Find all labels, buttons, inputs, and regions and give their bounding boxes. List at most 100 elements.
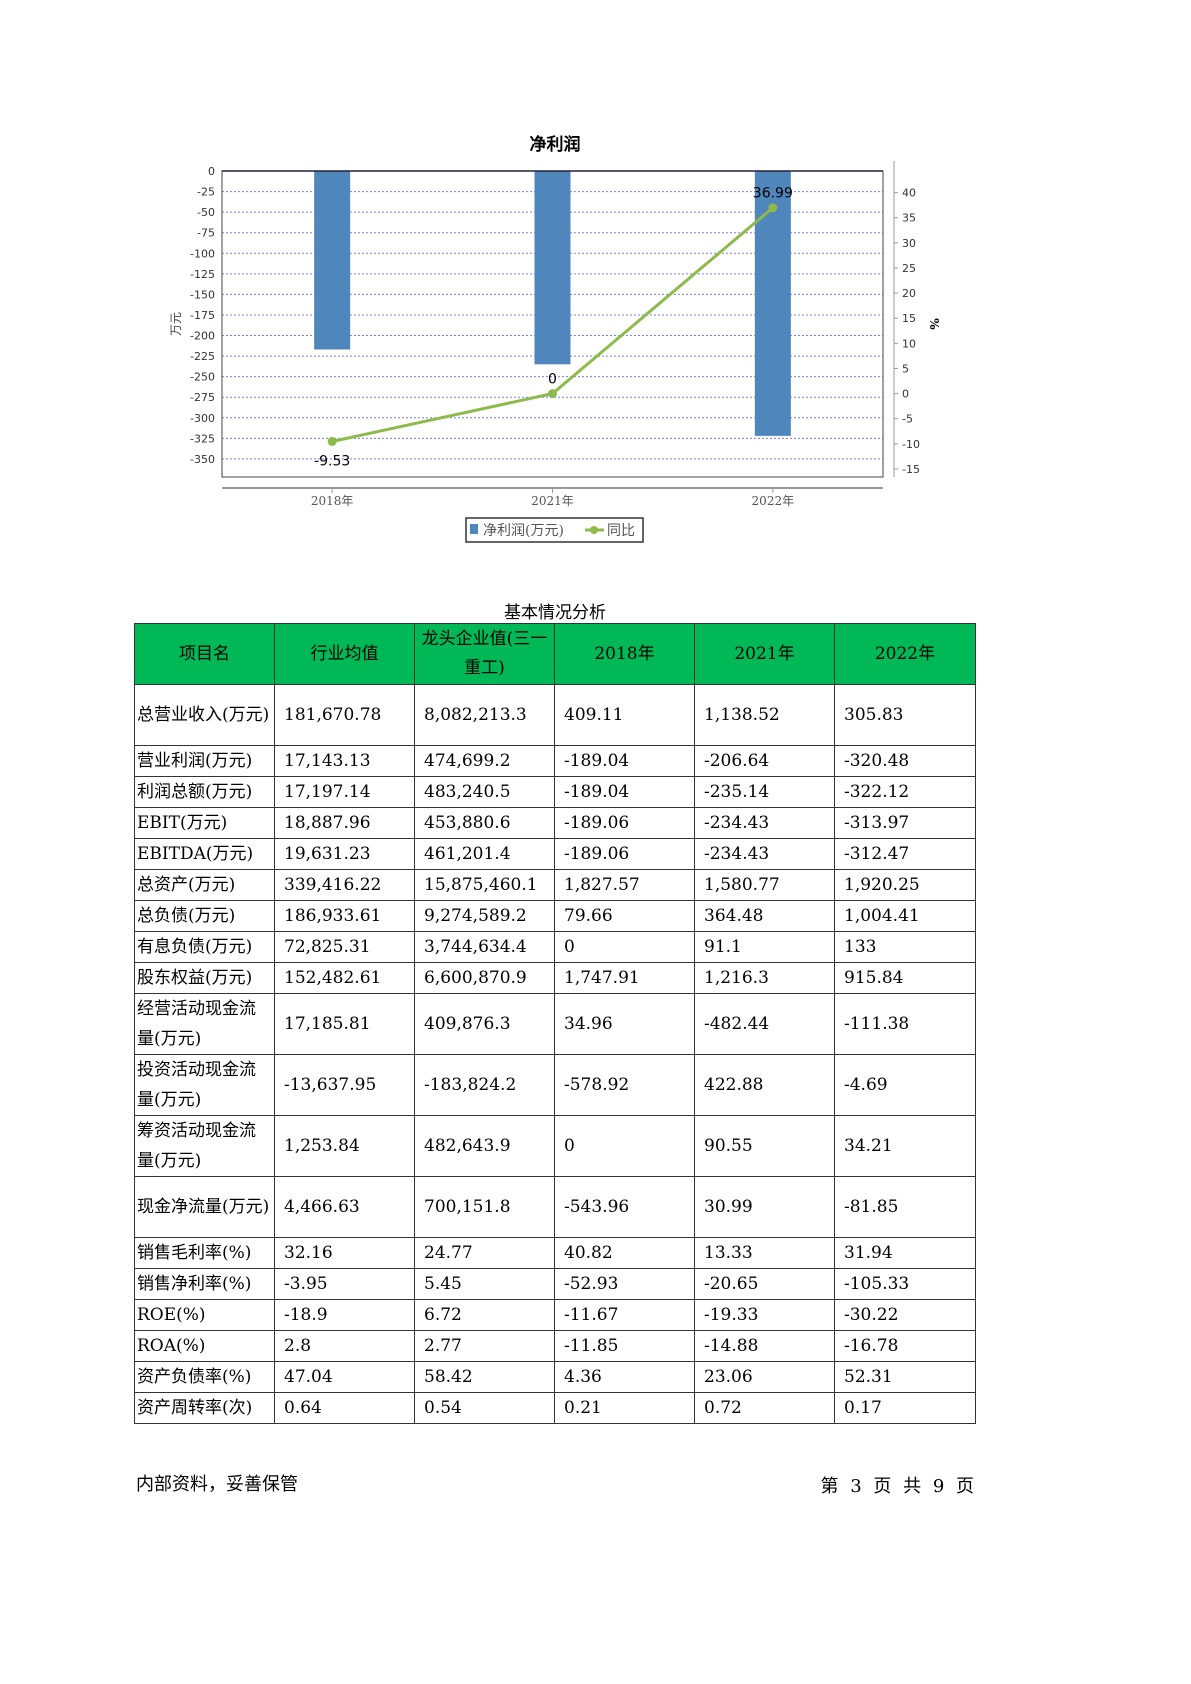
table-cell: 1,216.3 — [694, 962, 835, 994]
table-row: 经营活动现金流量(万元) 17,185.81 409,876.3 34.96 -482.… — [134, 993, 976, 1055]
table-cell: -189.06 — [554, 807, 695, 839]
table-cell: -543.96 — [554, 1176, 695, 1238]
right-tick-label: -10 — [902, 438, 920, 451]
table-cell: 1,138.52 — [694, 684, 835, 746]
table-cell: 9,274,589.2 — [414, 900, 555, 932]
right-tick-label: 5 — [902, 362, 909, 375]
table-row: EBITDA(万元) 19,631.23 461,201.4 -189.06 -234.… — [134, 838, 976, 870]
table-cell: -19.33 — [694, 1299, 835, 1331]
left-tick-label: -350 — [190, 453, 215, 466]
right-tick-label: -5 — [902, 413, 913, 426]
row-label: 营业利润(万元) — [134, 745, 275, 777]
table-cell: 8,082,213.3 — [414, 684, 555, 746]
table-cell: 1,920.25 — [834, 869, 976, 901]
table-cell: -235.14 — [694, 776, 835, 808]
table-cell: 422.88 — [694, 1054, 835, 1116]
column-header: 行业均值 — [274, 623, 415, 685]
table-cell: 90.55 — [694, 1115, 835, 1177]
yoy-data-label: -9.53 — [314, 453, 350, 469]
table-cell: -30.22 — [834, 1299, 976, 1331]
left-tick-label: -100 — [190, 247, 215, 260]
table-cell: -81.85 — [834, 1176, 976, 1238]
left-tick-label: -25 — [197, 186, 215, 199]
table-row: 资产周转率(次) 0.64 0.54 0.21 0.72 0.17 — [134, 1392, 976, 1424]
table-cell: -189.06 — [554, 838, 695, 870]
table-cell: -111.38 — [834, 993, 976, 1055]
yoy-point — [768, 203, 778, 213]
left-tick-label: -275 — [190, 391, 215, 404]
left-tick-label: 0 — [208, 165, 215, 178]
table-cell: 700,151.8 — [414, 1176, 555, 1238]
right-tick-label: 10 — [902, 337, 916, 350]
table-cell: -16.78 — [834, 1330, 976, 1362]
table-cell: 474,699.2 — [414, 745, 555, 777]
table-cell: -234.43 — [694, 807, 835, 839]
table-cell: 364.48 — [694, 900, 835, 932]
table-cell: 409,876.3 — [414, 993, 555, 1055]
table-cell: 409.11 — [554, 684, 695, 746]
right-tick-label: 25 — [902, 262, 916, 275]
table-cell: 13.33 — [694, 1237, 835, 1269]
column-header: 2022年 — [834, 623, 976, 685]
row-label: 现金净流量(万元) — [134, 1176, 275, 1238]
row-label: 总负债(万元) — [134, 900, 275, 932]
table-cell: 1,580.77 — [694, 869, 835, 901]
left-tick-label: -225 — [190, 350, 215, 363]
left-tick-label: -75 — [197, 227, 215, 240]
table-cell: 52.31 — [834, 1361, 976, 1393]
table-row: ROE(%) -18.9 6.72 -11.67 -19.33 -30.22 — [134, 1299, 976, 1331]
table-cell: 40.82 — [554, 1237, 695, 1269]
left-tick-label: -300 — [190, 412, 215, 425]
table-cell: 30.99 — [694, 1176, 835, 1238]
row-label: 总营业收入(万元) — [134, 684, 275, 746]
table-cell: 461,201.4 — [414, 838, 555, 870]
table-cell: 6,600,870.9 — [414, 962, 555, 994]
table-cell: -312.47 — [834, 838, 976, 870]
table-cell: 181,670.78 — [274, 684, 415, 746]
legend-bar-label: 净利润(万元) — [483, 523, 564, 539]
table-cell: 0.17 — [834, 1392, 976, 1424]
table-cell: 34.96 — [554, 993, 695, 1055]
table-cell: 24.77 — [414, 1237, 555, 1269]
table-row: 资产负债率(%) 47.04 58.42 4.36 23.06 52.31 — [134, 1361, 976, 1393]
table-row: 总营业收入(万元) 181,670.78 8,082,213.3 409.11 1,13… — [134, 684, 976, 746]
table-cell: 915.84 — [834, 962, 976, 994]
table-cell: 79.66 — [554, 900, 695, 932]
table-cell: 32.16 — [274, 1237, 415, 1269]
right-tick-label: 30 — [902, 237, 916, 250]
left-tick-label: -175 — [190, 309, 215, 322]
table-cell: 19,631.23 — [274, 838, 415, 870]
bar-2018年 — [314, 171, 351, 350]
net-profit-chart: 净利润0-25-50-75-100-125-150-175-200-225-25… — [169, 134, 941, 543]
table-row: 销售毛利率(%) 32.16 24.77 40.82 13.33 31.94 — [134, 1237, 976, 1269]
table-row: EBIT(万元) 18,887.96 453,880.6 -189.06 -234.43… — [134, 807, 976, 839]
left-tick-label: -50 — [197, 206, 215, 219]
table-cell: 18,887.96 — [274, 807, 415, 839]
table-row: 总负债(万元) 186,933.61 9,274,589.2 79.66 364.48 1… — [134, 900, 976, 932]
table-cell: 17,143.13 — [274, 745, 415, 777]
row-label: 销售净利率(%) — [134, 1268, 275, 1300]
table-cell: 339,416.22 — [274, 869, 415, 901]
x-tick-label: 2022年 — [752, 494, 795, 508]
table-cell: -4.69 — [834, 1054, 976, 1116]
chart-title: 净利润 — [530, 134, 581, 155]
table-cell: 23.06 — [694, 1361, 835, 1393]
table-cell: 6.72 — [414, 1299, 555, 1331]
table-cell: 1,253.84 — [274, 1115, 415, 1177]
table-cell: -578.92 — [554, 1054, 695, 1116]
table-cell: 1,747.91 — [554, 962, 695, 994]
x-tick-label: 2018年 — [311, 494, 354, 508]
yoy-data-label: 36.99 — [753, 186, 793, 202]
table-cell: 17,185.81 — [274, 993, 415, 1055]
bar-2021年 — [534, 171, 571, 365]
table-cell: -3.95 — [274, 1268, 415, 1300]
table-cell: 2.77 — [414, 1330, 555, 1362]
table-cell: -20.65 — [694, 1268, 835, 1300]
left-tick-label: -150 — [190, 288, 215, 301]
row-label: ROE(%) — [134, 1299, 275, 1331]
table-cell: 133 — [834, 931, 976, 963]
legend-line-label: 同比 — [607, 523, 635, 539]
legend-bar-swatch — [470, 524, 478, 534]
table-cell: -13,637.95 — [274, 1054, 415, 1116]
